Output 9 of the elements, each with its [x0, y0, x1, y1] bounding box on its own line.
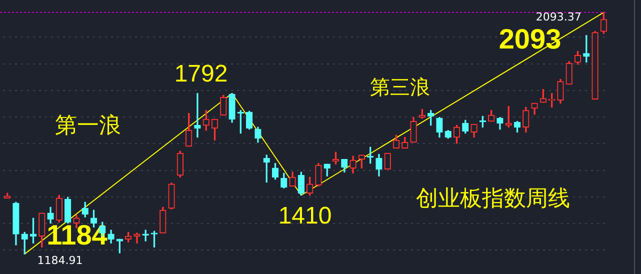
annotation: 1184.91 [37, 254, 83, 267]
candlestick [194, 93, 201, 138]
annotation: 创业板指数周线 [416, 186, 570, 212]
annotation: 第三浪 [370, 75, 430, 100]
annotation: 第一浪 [55, 114, 121, 139]
annotation: 1792 [174, 60, 228, 88]
annotation: 1410 [278, 202, 332, 230]
annotation: 2093 [498, 24, 562, 55]
annotation: 2093.37 [536, 10, 582, 24]
